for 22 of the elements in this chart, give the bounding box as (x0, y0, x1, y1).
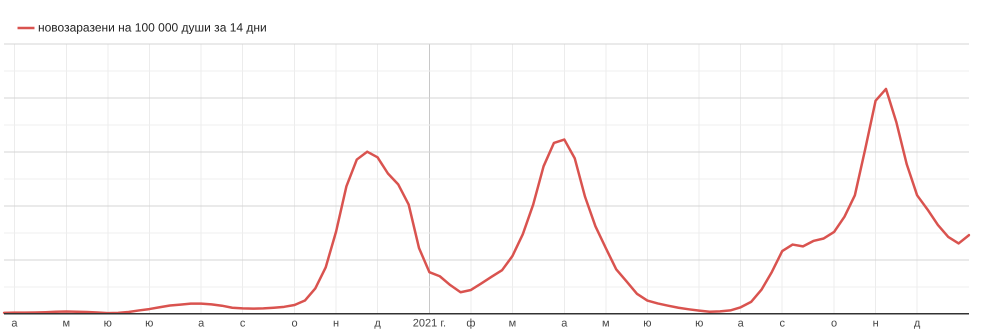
x-tick-label: н (333, 317, 340, 330)
x-tick-label: о (831, 317, 838, 330)
x-tick-label: ю (695, 317, 704, 330)
x-tick-label: ю (104, 317, 112, 330)
x-tick-label: ф (466, 317, 476, 330)
legend-label: новозаразени на 100 000 души за 14 дни (38, 20, 267, 34)
x-tick-label: ю (145, 317, 154, 330)
x-tick-label: д (374, 317, 382, 330)
x-tick-label: м (62, 317, 70, 330)
x-tick-label: д (914, 317, 921, 330)
x-tick-label: о (291, 317, 298, 330)
x-tick-label: н (872, 317, 879, 330)
x-tick-label: а (11, 317, 18, 330)
x-tick-label: а (738, 317, 745, 330)
x-tick-label: с (779, 317, 786, 330)
x-tick-label: с (240, 317, 246, 330)
x-tick-label: м (508, 317, 516, 330)
x-tick-label: м (602, 317, 610, 330)
x-tick-label: 2021 г. (412, 317, 446, 330)
x-tick-label: ю (643, 317, 652, 330)
x-tick-label: а (561, 317, 568, 330)
x-tick-label: а (198, 317, 206, 330)
